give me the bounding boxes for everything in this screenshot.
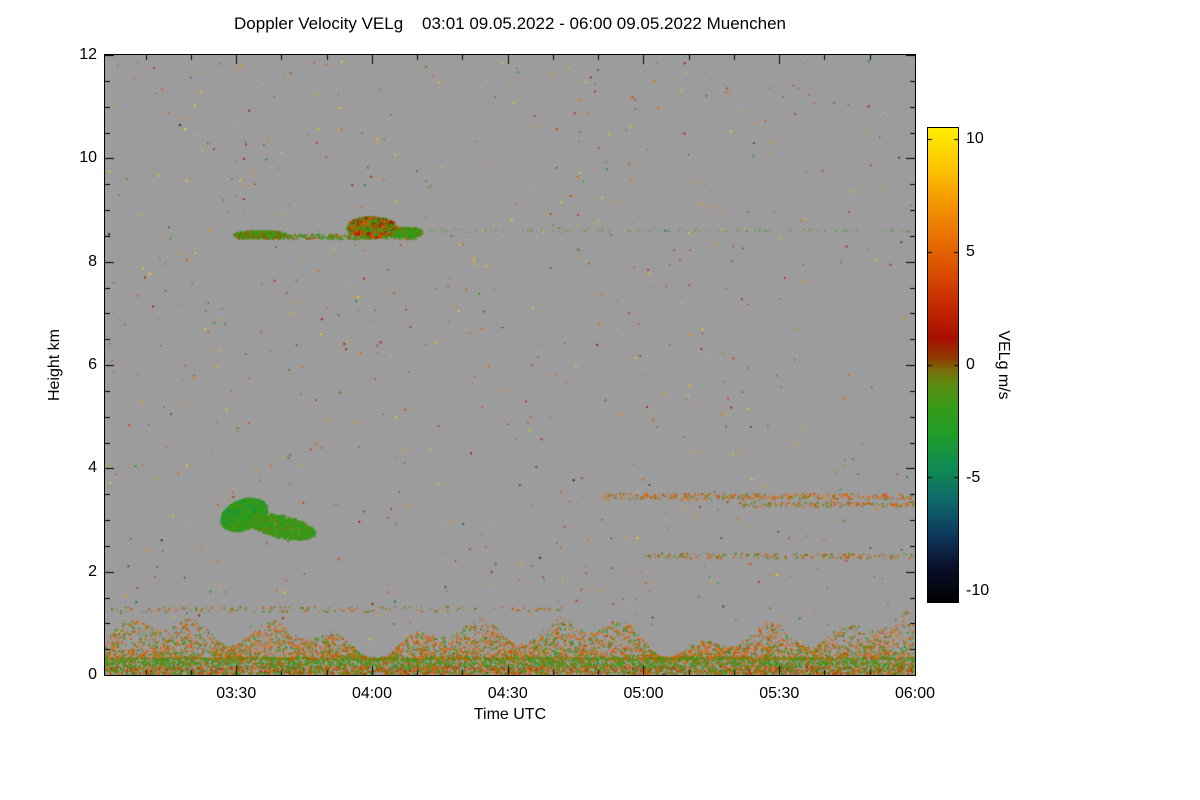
chart-title: Doppler Velocity VELg 03:01 09.05.2022 -… <box>234 14 786 33</box>
y-tick-label: 12 <box>79 46 97 63</box>
x-tick-label: 05:00 <box>623 685 664 702</box>
colorbar-frame <box>927 127 959 603</box>
colorbar-tick-label: -10 <box>966 581 990 599</box>
colorbar-tick-label: -5 <box>966 468 981 486</box>
y-tick-label: 8 <box>88 252 97 270</box>
x-axis-label: Time UTC <box>473 706 547 723</box>
y-tick-label: 2 <box>88 562 97 580</box>
x-tick-label: 06:00 <box>894 685 936 702</box>
colorbar-gradient <box>928 128 958 602</box>
x-tick-label: 04:30 <box>487 685 528 702</box>
y-tick-label: 10 <box>79 149 97 167</box>
colorbar-tick-label: 10 <box>966 130 984 148</box>
y-tick-label: 6 <box>88 356 97 373</box>
colorbar-tick-label: 0 <box>966 356 975 373</box>
y-tick-label: 0 <box>88 666 97 683</box>
plot-frame <box>104 54 916 676</box>
colorbar-tick-label: 5 <box>966 243 975 261</box>
y-tick-label: 4 <box>88 459 97 477</box>
velocity-heatmap-canvas <box>105 55 915 675</box>
x-tick-label: 05:30 <box>759 685 800 702</box>
x-tick-label: 03:30 <box>216 685 257 702</box>
x-tick-label: 04:00 <box>351 685 392 702</box>
